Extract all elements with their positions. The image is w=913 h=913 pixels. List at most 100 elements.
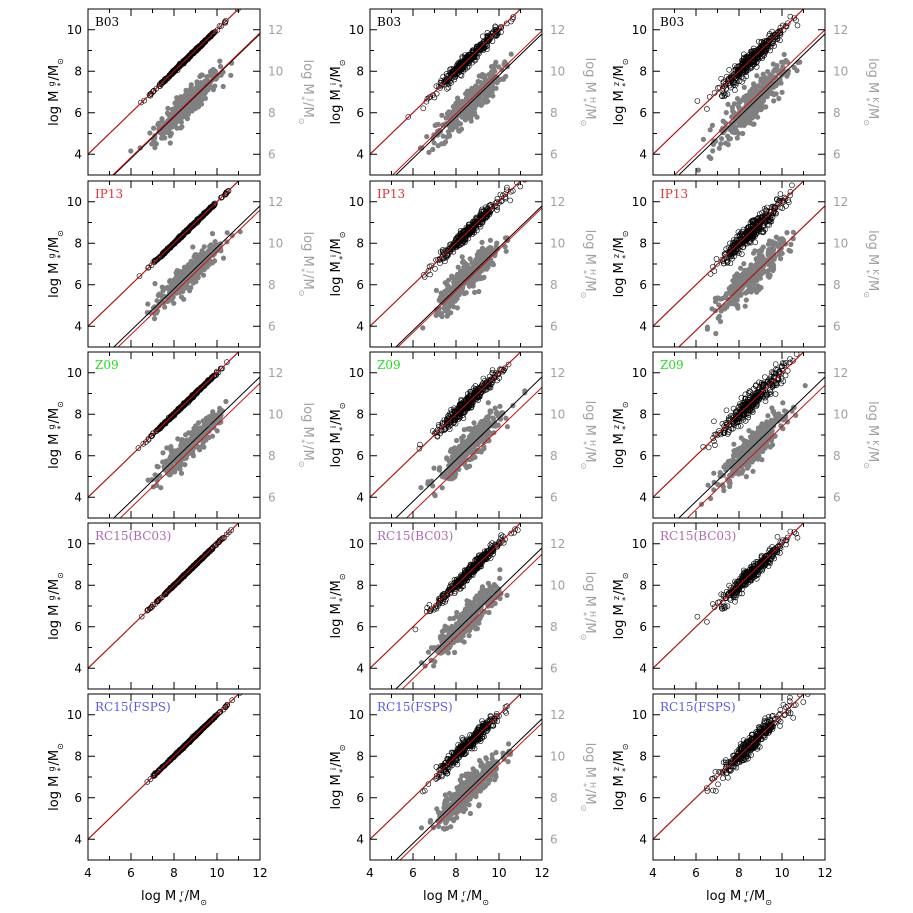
nir-point [217, 405, 223, 411]
nir-point [165, 105, 171, 111]
optical-point [759, 55, 765, 62]
optical-point [448, 80, 454, 86]
optical-point [214, 368, 220, 375]
nir-point [190, 451, 196, 457]
optical-point [161, 251, 167, 257]
nir-point [167, 140, 173, 146]
optical-point [174, 65, 181, 71]
nir-point [188, 435, 194, 441]
plot-area [88, 352, 260, 518]
nir-point [716, 302, 722, 308]
nir-point [178, 470, 185, 476]
nir-point [760, 84, 767, 90]
optical-point [460, 68, 467, 74]
nir-point [433, 312, 439, 318]
optical-point [760, 220, 767, 226]
fit-line-nir [678, 205, 825, 347]
optical-point [503, 187, 510, 193]
nir-point [790, 229, 797, 235]
nir-point [471, 110, 478, 116]
nir-point [461, 272, 467, 278]
optical-point [462, 235, 469, 241]
optical-point [745, 63, 751, 69]
nir-point [167, 278, 173, 285]
optical-point [222, 18, 229, 24]
optical-point [171, 239, 178, 246]
nir-point [187, 285, 193, 291]
nir-point [769, 73, 775, 79]
nir-point [749, 86, 755, 92]
optical-point [754, 216, 760, 222]
optical-point [766, 212, 772, 218]
optical-point [405, 114, 412, 120]
optical-point [198, 215, 205, 221]
nir-point [176, 115, 182, 121]
nir-point [483, 99, 489, 105]
optical-point [740, 244, 747, 250]
nir-point [508, 51, 514, 57]
nir-point [154, 298, 160, 304]
nir-point [179, 438, 185, 444]
nir-point [771, 98, 777, 104]
optical-point [145, 264, 152, 271]
nir-point [709, 122, 716, 128]
optical-point [427, 271, 433, 278]
nir-point [444, 134, 450, 140]
nir-point [791, 64, 797, 71]
optical-point [759, 53, 766, 60]
nir-point [165, 470, 171, 476]
nir-point [182, 93, 188, 99]
nir-point [770, 84, 777, 90]
nir-point [761, 76, 768, 82]
optical-point [202, 210, 208, 216]
optical-point [713, 256, 720, 262]
optical-point [482, 38, 488, 45]
nir-point [494, 240, 500, 246]
optical-point [193, 389, 199, 396]
optical-point [156, 83, 163, 89]
model-label: IP13 [377, 187, 405, 201]
optical-point [769, 28, 775, 35]
nir-point [435, 143, 441, 149]
nir-point [770, 245, 776, 251]
nir-point [738, 117, 744, 123]
nir-point [430, 146, 436, 152]
fit-line-nir [119, 382, 260, 518]
optical-point [787, 192, 793, 199]
nir-point [467, 256, 473, 262]
nir-point [452, 283, 458, 289]
optical-point [768, 218, 775, 225]
nir-point [747, 120, 753, 126]
y-tick-label: 10 [349, 23, 364, 37]
optical-point [213, 372, 219, 378]
optical-point [158, 79, 165, 86]
optical-point [464, 226, 470, 232]
nir-point [704, 326, 711, 332]
optical-point [136, 273, 143, 279]
y-axis-label: log M i*/M⊙ [329, 232, 347, 297]
optical-point [444, 86, 450, 92]
nir-point [734, 135, 740, 141]
nir-point [199, 91, 205, 97]
optical-point [442, 77, 449, 84]
nir-point [477, 276, 483, 282]
nir-point [237, 229, 243, 235]
plot-area [88, 9, 260, 175]
optical-point [145, 264, 151, 271]
optical-point [522, 181, 528, 183]
nir-point [170, 123, 176, 129]
optical-point [782, 195, 789, 202]
nir-point [756, 103, 762, 109]
optical-point [735, 74, 742, 80]
optical-point [744, 64, 750, 71]
optical-point [750, 59, 757, 66]
nir-point [742, 303, 748, 309]
y-axis-label: log M z*/M⊙ [612, 231, 630, 298]
nir-point [749, 95, 756, 101]
nir-point [754, 73, 760, 79]
y-tick-label-right: 8 [833, 106, 841, 120]
nir-point [183, 87, 189, 93]
